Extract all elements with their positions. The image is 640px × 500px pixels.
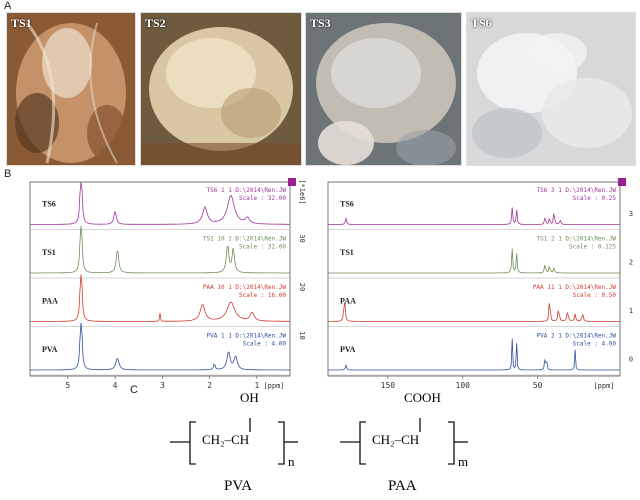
pva-backbone: CH₂–CH [202,432,250,447]
panel-letter-c: C [130,384,138,396]
photo-ts3: TS3 [305,12,462,166]
x-tick-label: 5 [65,381,70,390]
trace-scale: Scale : 4.00 [573,341,617,348]
x-tick-label: 150 [381,381,396,390]
trace-ts1 [30,225,290,274]
plot-frame [327,181,621,377]
paa-structure-lines [340,418,468,465]
panel-letter-a: A [4,0,12,12]
trace-label-pva: PVA [340,345,356,354]
trace-header: TS1 2 1 D:\2014\Ren.JW [537,236,617,243]
photo-ts6-image [467,13,635,165]
trace-scale: Scale : 0.125 [569,244,616,251]
trace-scale: Scale : 32.00 [239,195,286,202]
y-tick-label: 3 [629,210,633,218]
x-axis-unit: [ppm] [263,382,284,390]
x-tick-label: 100 [456,381,471,390]
trace-scale: Scale : 32.00 [239,244,286,251]
photo-ts3-image [306,13,461,165]
paa-name: PAA [388,478,417,494]
trace-label-ts1: TS1 [340,248,354,257]
photo-ts1: TS1 [6,12,136,166]
paa-substituent: COOH [404,390,441,405]
corner-marker [288,178,296,186]
trace-header: TS6 3 1 D:\2014\Ren.JW [537,187,617,194]
y-unit-label: [*1e6] [298,179,306,204]
photo-ts2-image [141,13,301,165]
trace-label-ts1: TS1 [42,248,56,257]
pva-substituent: OH [240,390,259,405]
trace-scale: Scale : 0.25 [573,195,617,202]
y-tick-label: 0 [629,355,633,363]
trace-scale: Scale : 0.50 [573,292,617,299]
photo-label-ts1: TS1 [11,16,32,30]
photo-ts6: TS6 [466,12,636,166]
paa-structure: COOH CH₂–CH m PAA [330,384,490,500]
trace-ts1 [328,248,620,274]
trace-ts6 [30,181,290,225]
pva-name: PVA [224,478,253,494]
paa-backbone: CH₂–CH [372,432,420,447]
plot-frame [29,181,291,377]
trace-header: TS1 10 1 D:\2014\Ren.JW [203,236,286,243]
y-tick-label: 2 [629,258,633,266]
trace-scale: Scale : 16.00 [239,292,286,299]
trace-paa [328,302,620,322]
trace-header: PAA 10 1 D:\2014\Ren.JW [203,284,286,291]
trace-label-paa: PAA [42,296,58,305]
pva-structure: OH CH₂–CH n PVA [160,384,310,500]
trace-label-ts6: TS6 [42,199,56,208]
pva-structure-lines [170,418,298,465]
corner-marker [618,178,626,186]
photo-ts1-image [7,13,135,165]
x-tick-label: 4 [113,381,118,390]
x-tick-label: 1 [254,381,259,390]
trace-header: PVA 2 1 D:\2014\Ren.JW [537,333,617,340]
trace-ts6 [328,207,620,225]
photo-label-ts2: TS2 [145,16,166,30]
trace-pva [30,322,290,371]
y-tick-label: 10 [298,331,306,339]
y-tick-label: 20 [298,283,306,291]
trace-paa [30,274,290,322]
panel-letter-b: B [4,168,12,180]
y-tick-label: 30 [298,234,306,242]
x-tick-label: 50 [533,381,543,390]
photo-label-ts6: TS6 [471,16,492,30]
photo-ts2: TS2 [140,12,302,166]
trace-label-pva: PVA [42,345,58,354]
trace-header: TS6 1 1 D:\2014\Ren.JW [207,187,287,194]
trace-header: PAA 11 1 D:\2014\Ren.JW [533,284,616,291]
x-tick-label: 2 [207,381,212,390]
trace-header: PVA 1 1 D:\2014\Ren.JW [207,333,287,340]
trace-label-paa: PAA [340,296,356,305]
photo-label-ts3: TS3 [310,16,331,30]
x-axis-unit: [ppm] [593,382,614,390]
trace-label-ts6: TS6 [340,199,354,208]
paa-repeat-index: m [458,454,469,469]
pva-repeat-index: n [288,454,295,469]
y-tick-label: 1 [629,307,633,315]
trace-scale: Scale : 4.00 [243,341,287,348]
x-tick-label: 3 [160,381,165,390]
trace-pva [328,338,620,371]
